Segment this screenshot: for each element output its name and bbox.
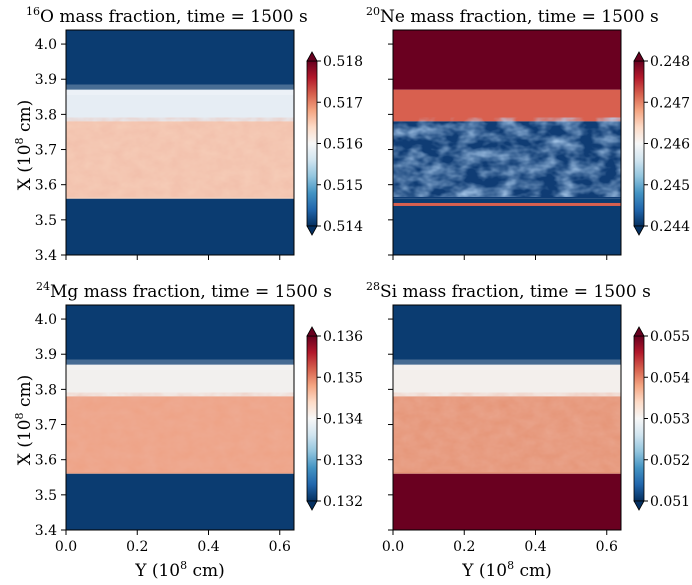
turbulence-texture-o16 [66, 118, 294, 197]
field-band-o16-0 [66, 30, 294, 90]
panel-title-mg24: 24Mg mass fraction, time = 1500 s [36, 280, 332, 302]
interface-highlight-mg24 [66, 359, 294, 370]
plot-area-si28: 0.0 0.2 0.4 0.6 [382, 305, 621, 555]
panel-title-ne20: 20Ne mass fraction, time = 1500 s [366, 5, 659, 27]
colorbar-o16: 0.518 0.517 0.516 0.515 0.514 [307, 52, 363, 235]
panel-title-o16: 16O mass fraction, time = 1500 s [26, 5, 308, 27]
y-tick-label-o16-1: 3.9 [35, 72, 57, 88]
y-tick-label-o16-5: 3.5 [35, 213, 57, 229]
colorbar-tick-label-si28-4: 0.051 [650, 494, 690, 510]
panel-o16: 16O mass fraction, time = 1500 s 4.0 3.9 3… [26, 5, 363, 264]
x-tick-label-mg24-3: 0.6 [269, 539, 291, 555]
colorbar-tick-label-o16-4: 0.514 [323, 219, 363, 235]
colorbar-extend-bottom-o16 [307, 226, 317, 235]
interface-highlight-o16 [66, 84, 294, 95]
colorbar-tick-label-mg24-3: 0.133 [323, 453, 363, 469]
y-tick-label-mg24-4: 3.6 [35, 453, 57, 469]
colorbar-tick-label-mg24-1: 0.135 [323, 370, 363, 386]
colorbar-extend-top-mg24 [307, 327, 317, 336]
y-tick-label-o16-6: 3.4 [35, 248, 57, 264]
field-band-ne20-3 [393, 199, 621, 255]
colorbar-extend-top-o16 [307, 52, 317, 61]
colorbar-tick-label-ne20-0: 0.248 [650, 54, 690, 70]
plot-area-o16: 4.0 3.9 3.8 3.7 3.6 3.5 3.4 [35, 30, 294, 264]
colorbar-tick-label-o16-1: 0.517 [323, 95, 363, 111]
colorbar-extend-bottom-si28 [634, 501, 644, 510]
panel-title-si28: 28Si mass fraction, time = 1500 s [366, 280, 651, 302]
x-tick-label-mg24-1: 0.2 [126, 539, 148, 555]
y-tick-label-o16-3: 3.7 [35, 143, 57, 159]
colorbar-gradient-ne20 [634, 61, 644, 226]
x-axis-label-left: Y (108 cm) [134, 559, 225, 581]
y-tick-label-o16-4: 3.6 [35, 178, 57, 194]
colorbar-tick-label-o16-3: 0.515 [323, 178, 363, 194]
y-tick-label-mg24-0: 4.0 [35, 312, 57, 328]
y-tick-label-mg24-1: 3.9 [35, 347, 57, 363]
panel-ne20: 20Ne mass fraction, time = 1500 s 0.2480… [366, 5, 690, 260]
panel-mg24: 24Mg mass fraction, time = 1500 s 4.0 3.9… [35, 280, 363, 555]
colorbar-tick-label-si28-2: 0.053 [650, 412, 690, 428]
colorbar-si28: 0.055 0.054 0.053 0.052 0.051 [634, 327, 690, 510]
colorbar-ne20: 0.248 0.247 0.246 0.245 0.244 [634, 52, 690, 235]
field-band-mg24-3 [66, 474, 294, 530]
x-tick-label-mg24-0: 0.0 [55, 539, 77, 555]
colorbar-tick-label-si28-0: 0.055 [650, 329, 690, 345]
colorbar-tick-label-o16-2: 0.516 [323, 137, 363, 153]
colorbar-tick-label-mg24-0: 0.136 [323, 329, 363, 345]
colorbar-tick-label-ne20-4: 0.244 [650, 219, 690, 235]
x-axis-label-right: Y (108 cm) [461, 559, 552, 581]
y-axis-label-top: X (108 cm) [13, 100, 35, 190]
y-tick-label-mg24-6: 3.4 [35, 523, 57, 539]
x-tick-label-mg24-2: 0.4 [197, 539, 219, 555]
field-band-si28-3 [393, 474, 621, 530]
colorbar-tick-label-mg24-4: 0.132 [323, 494, 363, 510]
y-tick-label-mg24-2: 3.8 [35, 382, 57, 398]
y-tick-label-o16-2: 3.8 [35, 107, 57, 123]
field-band-ne20-0 [393, 30, 621, 90]
colorbar-tick-label-ne20-2: 0.246 [650, 137, 690, 153]
colorbar-tick-label-o16-0: 0.518 [323, 54, 363, 70]
colorbar-tick-label-si28-1: 0.054 [650, 370, 690, 386]
colorbar-gradient-o16 [307, 61, 317, 226]
colorbar-extend-top-ne20 [634, 52, 644, 61]
plot-area-ne20 [388, 30, 621, 260]
x-tick-label-si28-0: 0.0 [382, 539, 404, 555]
panel-si28: 28Si mass fraction, time = 1500 s 0.0 0.2… [366, 280, 690, 555]
field-band-o16-3 [66, 199, 294, 255]
colorbar-tick-label-ne20-3: 0.245 [650, 178, 690, 194]
colorbar-gradient-si28 [634, 336, 644, 501]
colorbar-extend-top-si28 [634, 327, 644, 336]
interface-highlight-si28 [393, 359, 621, 370]
x-tick-label-si28-1: 0.2 [453, 539, 475, 555]
colorbar-mg24: 0.136 0.135 0.134 0.133 0.132 [307, 327, 363, 510]
plot-area-mg24: 4.0 3.9 3.8 3.7 3.6 3.5 3.40.0 0.2 0.4 0.6 [35, 305, 294, 555]
y-tick-label-mg24-5: 3.5 [35, 488, 57, 504]
turbulence-texture-si28 [393, 393, 621, 472]
colorbar-tick-label-si28-3: 0.052 [650, 453, 690, 469]
y-tick-label-mg24-3: 3.7 [35, 418, 57, 434]
x-tick-label-si28-2: 0.4 [524, 539, 546, 555]
colorbar-extend-bottom-ne20 [634, 226, 644, 235]
thin-stripe-ne20 [393, 203, 621, 206]
y-tick-label-o16-0: 4.0 [35, 37, 57, 53]
colorbar-tick-label-ne20-1: 0.247 [650, 95, 690, 111]
field-band-si28-0 [393, 305, 621, 365]
colorbar-extend-bottom-mg24 [307, 501, 317, 510]
y-axis-label-bottom: X (108 cm) [13, 375, 35, 465]
turbulence-texture-ne20 [393, 118, 621, 197]
turbulence-texture-mg24 [66, 393, 294, 472]
colorbar-gradient-mg24 [307, 336, 317, 501]
field-band-mg24-0 [66, 305, 294, 365]
colorbar-tick-label-mg24-2: 0.134 [323, 412, 363, 428]
x-tick-label-si28-3: 0.6 [596, 539, 618, 555]
